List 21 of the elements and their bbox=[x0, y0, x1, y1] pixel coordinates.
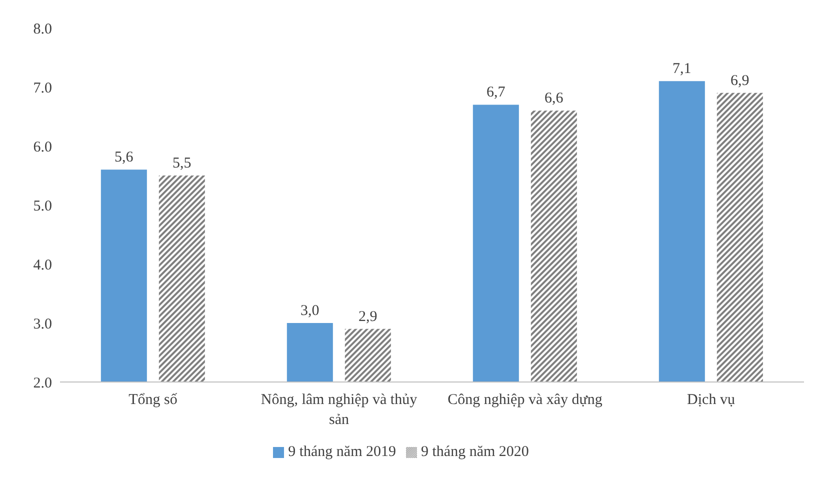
x-tick-label: Dịch vụ bbox=[687, 392, 736, 408]
data-label: 3,0 bbox=[300, 303, 320, 319]
y-tick-label: 6.0 bbox=[33, 139, 52, 156]
data-label: 7,1 bbox=[672, 61, 692, 78]
data-label: 5,6 bbox=[114, 150, 134, 166]
legend-label: 9 tháng năm 2020 bbox=[421, 444, 529, 460]
data-label: 6,7 bbox=[486, 84, 506, 101]
data-label: 2,9 bbox=[358, 308, 378, 325]
y-tick-label: 5.0 bbox=[33, 198, 52, 214]
x-tick-label: Nông, lâm nghiệp và thủy sản bbox=[260, 392, 418, 428]
y-tick-label: 3.0 bbox=[33, 316, 52, 332]
legend-label: 9 tháng năm 2019 bbox=[288, 444, 396, 460]
x-tick-label: Tổng số bbox=[128, 392, 178, 408]
y-tick-label: 7.0 bbox=[33, 80, 52, 96]
data-label: 6,6 bbox=[544, 90, 564, 107]
y-tick-label: 2.0 bbox=[33, 375, 52, 392]
data-label: 6,9 bbox=[730, 72, 750, 89]
x-tick-label: Công nghiệp và xây dựng bbox=[448, 392, 603, 408]
y-tick-label: 8.0 bbox=[33, 21, 52, 38]
y-tick-label: 4.0 bbox=[33, 257, 52, 274]
data-label: 5,5 bbox=[172, 156, 192, 172]
